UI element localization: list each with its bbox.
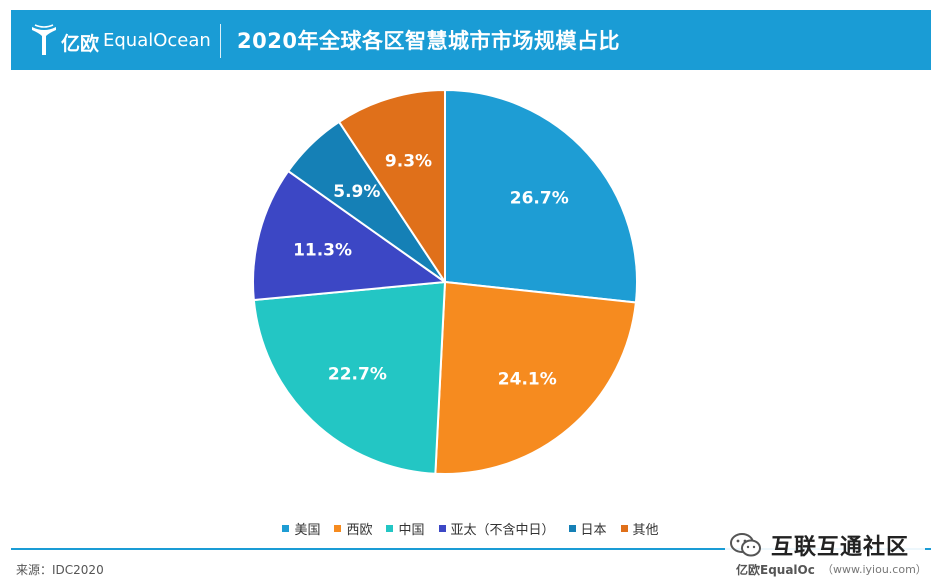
legend-label-0: 美国 <box>294 522 321 538</box>
source-note: 来源：IDC2020 <box>16 563 104 577</box>
footer-brand: 亿欧EqualOc <box>736 563 815 577</box>
legend-swatch-4 <box>568 524 576 532</box>
slice-label-2: 22.7% <box>328 365 387 385</box>
slice-label-5: 9.3% <box>385 152 432 172</box>
legend-item-2: 中国 <box>386 518 425 538</box>
slice-label-3: 11.3% <box>293 240 352 260</box>
header-bar: 亿欧 EqualOcean 2020年全球各区智慧城市市场规模占比 <box>11 10 931 70</box>
pie-chart: 26.7% 24.1% 22.7% 11.3% 5.9%9.3% <box>252 88 638 475</box>
legend-swatch-1 <box>334 524 342 532</box>
legend-item-3: 亚太（不含中日） <box>438 518 555 538</box>
legend-item-5: 其他 <box>620 518 659 538</box>
slice-label-0: 26.7% <box>510 188 569 208</box>
legend-swatch-5 <box>620 524 628 532</box>
chart-title: 2020年全球各区智慧城市市场规模占比 <box>237 29 620 53</box>
watermark-text: 互联互通社区 <box>771 535 910 560</box>
legend-label-4: 日本 <box>580 522 607 538</box>
pie-slice-5 <box>337 88 446 286</box>
legend-swatch-2 <box>386 524 394 532</box>
legend-label-2: 中国 <box>398 522 425 538</box>
pie-slice-0 <box>444 88 638 304</box>
legend-item-0: 美国 <box>282 518 320 538</box>
watermark: 互联互通社区 <box>725 524 925 564</box>
brand-cn: 亿欧 <box>61 33 100 55</box>
legend-label-3: 亚太（不含中日） <box>450 522 555 538</box>
slice-label-1: 24.1% <box>498 369 557 389</box>
legend-label-1: 西欧 <box>346 522 373 538</box>
legend-swatch-0 <box>282 524 290 532</box>
footer-divider <box>11 548 931 550</box>
header-divider <box>220 24 221 58</box>
equalocean-logo-icon <box>32 24 56 55</box>
legend-item-4: 日本 <box>568 518 607 538</box>
footer-url: （www.iyiou.com） <box>822 563 927 576</box>
pie-slice-3 <box>252 169 448 302</box>
pie-slice-1 <box>434 280 638 475</box>
brand-en: EqualOcean <box>103 30 211 51</box>
legend-label-5: 其他 <box>632 522 659 538</box>
pie-slice-2 <box>252 280 447 475</box>
chart-legend: 美国 西欧 中国 亚太（不含中日） 日本 其他 <box>0 518 941 538</box>
legend-swatch-3 <box>438 524 446 532</box>
legend-item-1: 西欧 <box>334 518 372 538</box>
slice-label-4: 5.9% <box>333 182 380 202</box>
wechat-icon <box>730 533 761 557</box>
